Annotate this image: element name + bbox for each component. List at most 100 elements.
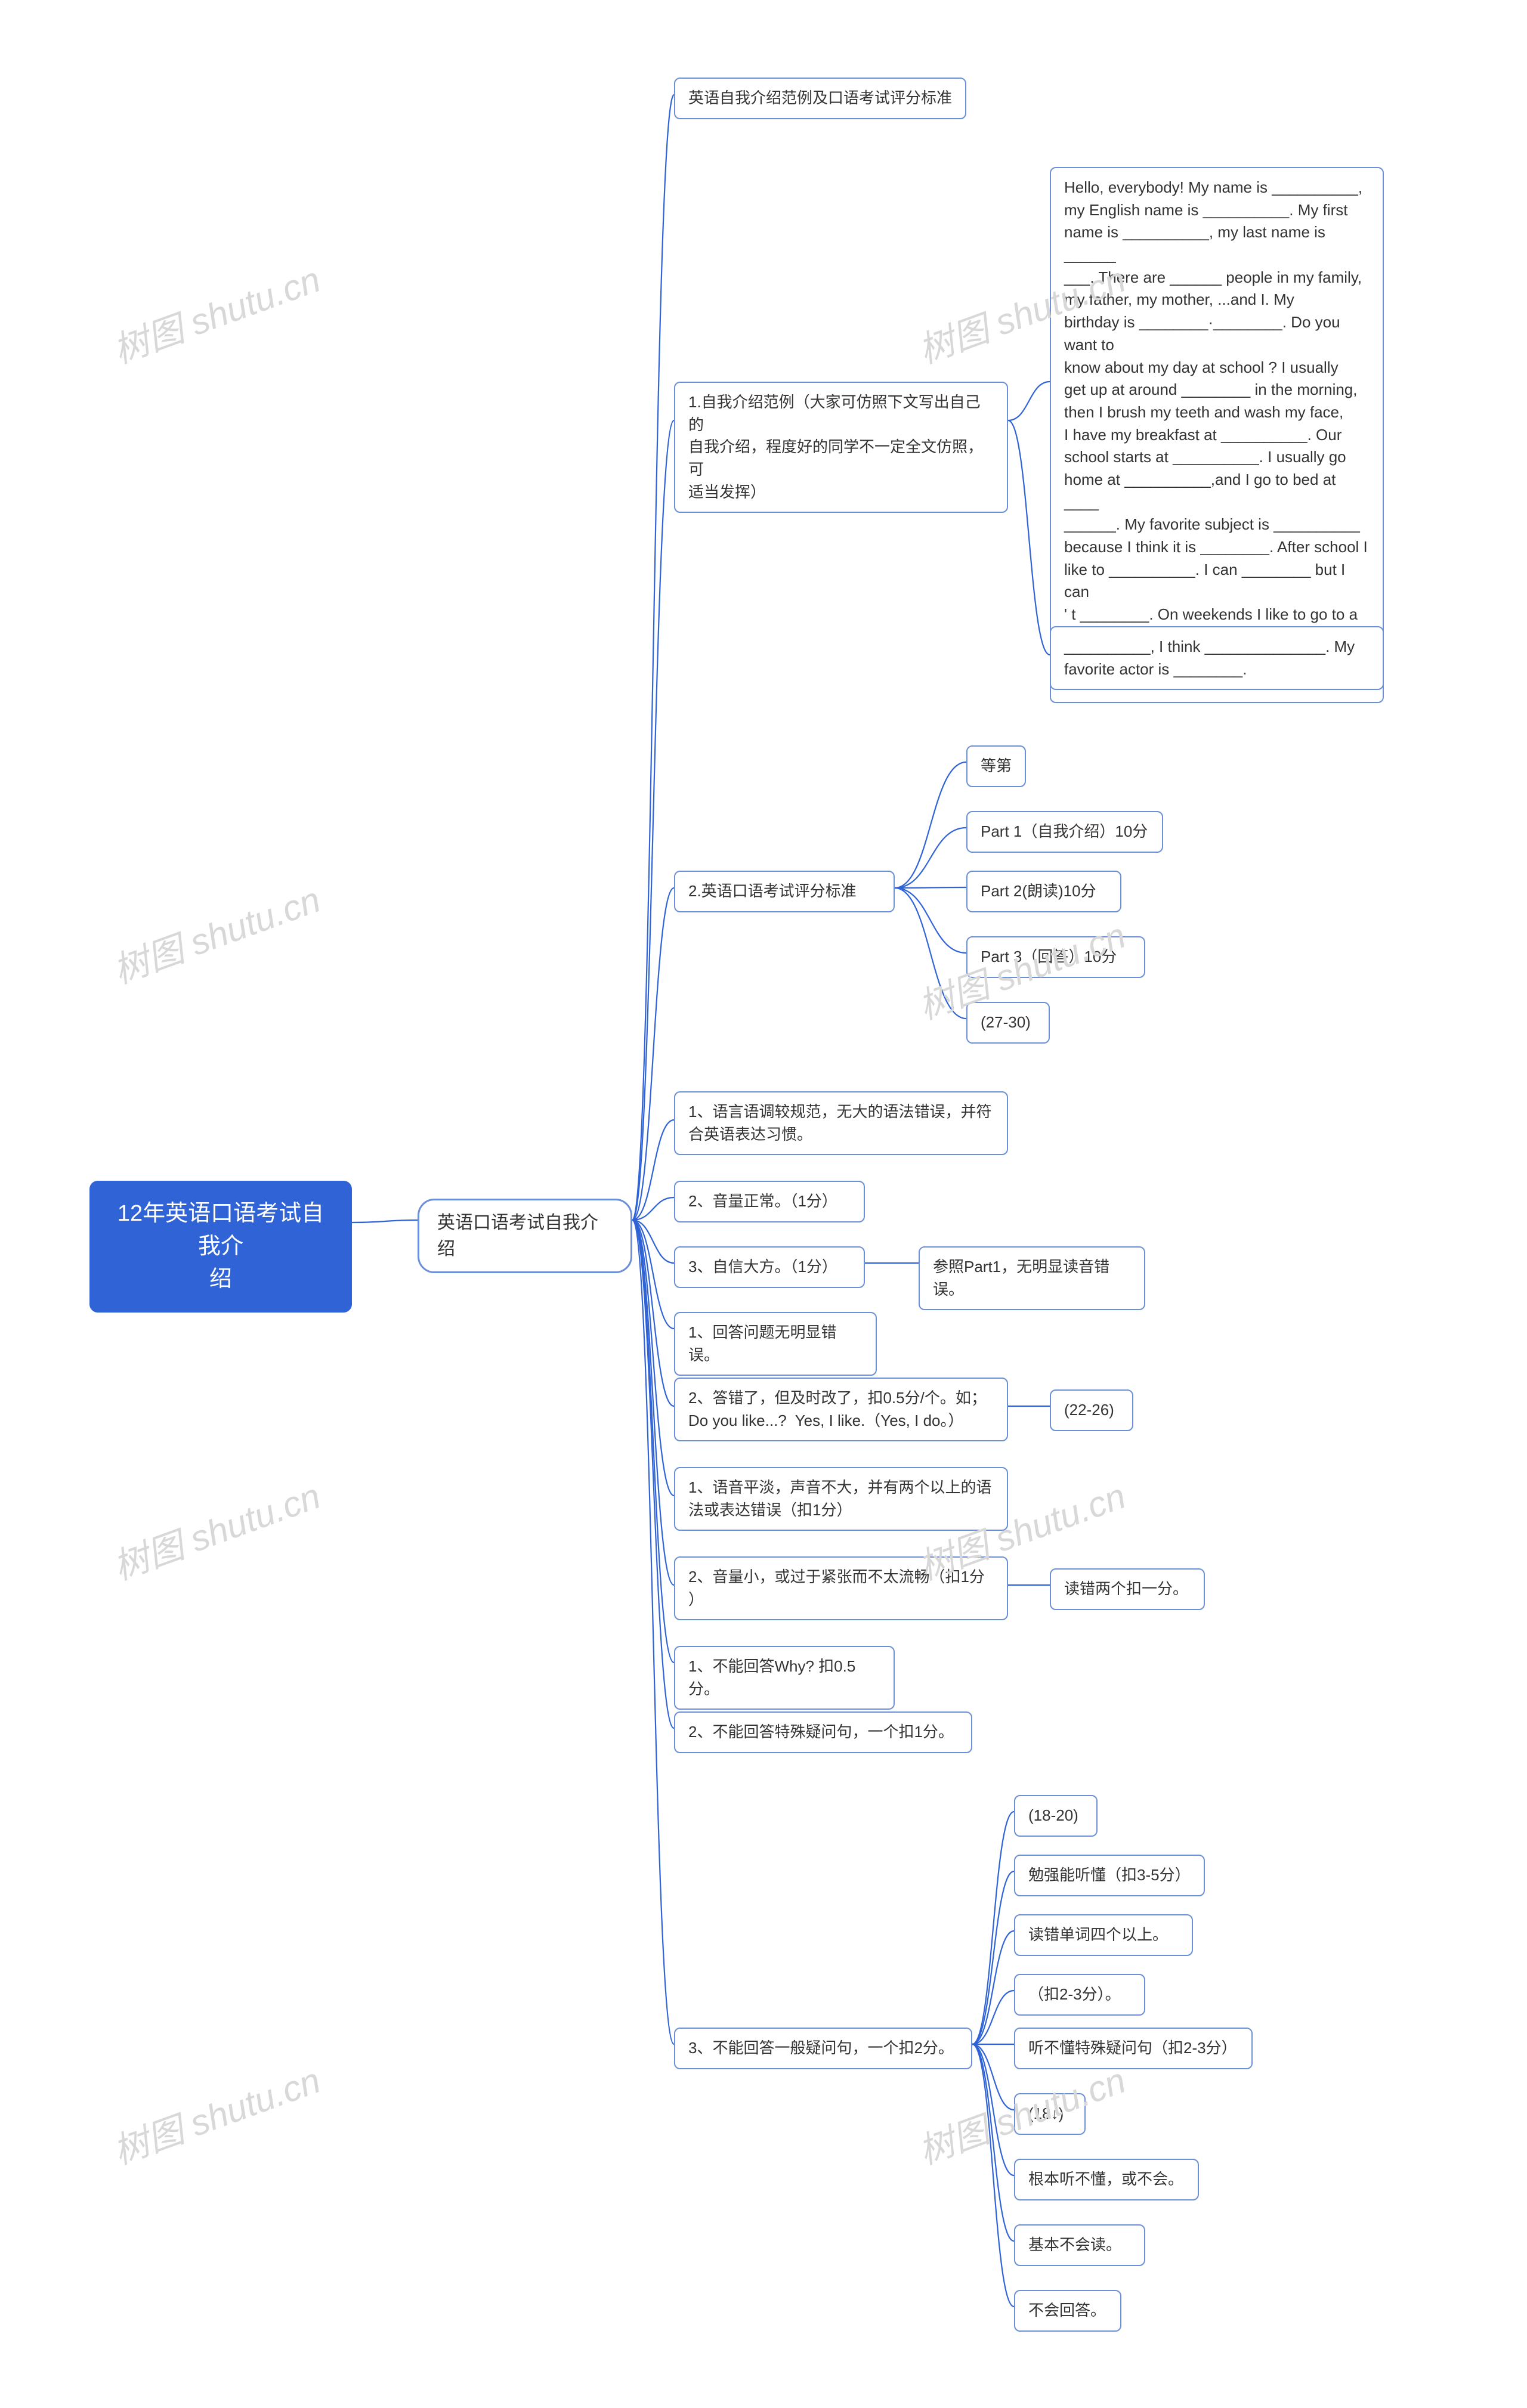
node-text: 参照Part1，无明显读音错误。 [933, 1258, 1109, 1298]
edge [972, 2044, 1014, 2307]
node-text: Part 1（自我介绍）10分 [981, 822, 1148, 840]
node-text: 英语口语考试自我介绍 [437, 1213, 598, 1259]
node-text: 3、不能回答一般疑问句，一个扣2分。 [688, 2039, 954, 2057]
edge [632, 1120, 674, 1220]
watermark: 树图 shutu.cn [105, 250, 326, 373]
edge [972, 2044, 1014, 2110]
node-c3b: Part 1（自我介绍）10分 [966, 811, 1163, 853]
edge [895, 888, 966, 1019]
edge [972, 1871, 1014, 2044]
edge [632, 1220, 674, 1329]
node-c7: 1、回答问题无明显错误。 [674, 1312, 877, 1376]
edge [632, 1220, 674, 1496]
edge [895, 887, 966, 888]
edge [632, 1220, 674, 1728]
node-text: 2.英语口语考试评分标准 [688, 882, 857, 900]
node-text: 3、自信大方。（1分） [688, 1258, 837, 1276]
node-text: (22-26) [1064, 1401, 1114, 1419]
node-c13g: 根本听不懂，或不会。 [1014, 2159, 1199, 2200]
edge [1008, 382, 1050, 420]
node-text: 读错单词四个以上。 [1028, 1926, 1168, 1943]
watermark: 树图 shutu.cn [105, 871, 326, 993]
node-c3e: (27-30) [966, 1002, 1050, 1044]
node-text: 1、语音平淡，声音不大，并有两个以上的语 法或表达错误（扣1分） [688, 1478, 991, 1519]
node-c3a: 等第 [966, 745, 1026, 787]
node-c12: 2、不能回答特殊疑问句，一个扣1分。 [674, 1711, 972, 1753]
node-text: 英语自我介绍范例及口语考试评分标准 [688, 89, 952, 107]
node-text: Part 2(朗读)10分 [981, 882, 1096, 900]
edge [1008, 420, 1050, 655]
node-hub: 英语口语考试自我介绍 [418, 1199, 632, 1273]
node-text: 1、回答问题无明显错误。 [688, 1323, 836, 1364]
node-c13c: 读错单词四个以上。 [1014, 1914, 1193, 1956]
node-text: __________, I think ______________. My f… [1064, 637, 1355, 678]
node-c13i: 不会回答。 [1014, 2290, 1121, 2332]
edge [632, 1220, 674, 1585]
node-text: 根本听不懂，或不会。 [1028, 2170, 1183, 2188]
node-c13h: 基本不会读。 [1014, 2224, 1145, 2266]
edge [632, 1220, 674, 2044]
watermark: 树图 shutu.cn [105, 1467, 326, 1590]
node-c9: 1、语音平淡，声音不大，并有两个以上的语 法或表达错误（扣1分） [674, 1467, 1008, 1531]
watermark: 树图 shutu.cn [105, 2051, 326, 2174]
node-text: 12年英语口语考试自我介 绍 [118, 1201, 324, 1292]
node-c13a: (18-20) [1014, 1795, 1098, 1837]
node-c10a: 读错两个扣一分。 [1050, 1568, 1205, 1610]
node-c2b: __________, I think ______________. My f… [1050, 626, 1384, 690]
node-c2: 1.自我介绍范例（大家可仿照下文写出自己的 自我介绍，程度好的同学不一定全文仿照… [674, 382, 1008, 513]
node-text: (27-30) [981, 1013, 1031, 1031]
node-c13d: （扣2-3分）。 [1014, 1974, 1145, 2016]
node-text: 不会回答。 [1028, 2301, 1106, 2319]
node-text: 听不懂特殊疑问句（扣2-3分） [1028, 2039, 1237, 2057]
node-c5: 2、音量正常。（1分） [674, 1181, 865, 1222]
edge [972, 1812, 1014, 2044]
node-c8a: (22-26) [1050, 1389, 1133, 1431]
node-c13b: 勉强能听懂（扣3-5分） [1014, 1855, 1205, 1896]
edge [895, 888, 966, 953]
node-text: 1.自我介绍范例（大家可仿照下文写出自己的 自我介绍，程度好的同学不一定全文仿照… [688, 393, 983, 501]
node-text: (18↓) [1028, 2104, 1064, 2122]
node-text: 2、不能回答特殊疑问句，一个扣1分。 [688, 1723, 954, 1741]
edge [352, 1220, 418, 1222]
node-text: 勉强能听懂（扣3-5分） [1028, 1866, 1191, 1884]
node-text: 2、答错了，但及时改了，扣0.5分/个。如； Do you like...? Y… [688, 1389, 987, 1429]
edge [972, 1931, 1014, 2044]
node-c6a: 参照Part1，无明显读音错误。 [919, 1246, 1145, 1310]
node-c6: 3、自信大方。（1分） [674, 1246, 865, 1288]
node-root: 12年英语口语考试自我介 绍 [89, 1181, 352, 1313]
edge [972, 2044, 1014, 2241]
edge [632, 1220, 674, 1406]
edge [632, 420, 674, 1220]
node-c3d: Part 3（回答）10分 [966, 936, 1145, 978]
node-c10: 2、音量小，或过于紧张而不太流畅（扣1分 ） [674, 1556, 1008, 1620]
node-c4: 1、语言语调较规范，无大的语法错误，并符 合英语表达习惯。 [674, 1091, 1008, 1155]
node-c3c: Part 2(朗读)10分 [966, 871, 1121, 912]
node-text: 等第 [981, 757, 1012, 775]
edge [895, 762, 966, 888]
edge [632, 95, 674, 1220]
edge [972, 2044, 1014, 2175]
node-c3: 2.英语口语考试评分标准 [674, 871, 895, 912]
node-c2a: Hello, everybody! My name is __________,… [1050, 167, 1384, 703]
edge [632, 1197, 674, 1220]
node-text: 基本不会读。 [1028, 2236, 1121, 2254]
node-text: 2、音量小，或过于紧张而不太流畅（扣1分 ） [688, 1568, 985, 1608]
node-c13e: 听不懂特殊疑问句（扣2-3分） [1014, 2028, 1253, 2069]
node-c13f: (18↓) [1014, 2093, 1086, 2135]
node-text: 读错两个扣一分。 [1064, 1580, 1188, 1598]
node-text: Hello, everybody! My name is __________,… [1064, 178, 1368, 691]
edge [632, 888, 674, 1220]
node-text: （扣2-3分）。 [1028, 1985, 1121, 2003]
node-text: 2、音量正常。（1分） [688, 1192, 837, 1210]
node-c13: 3、不能回答一般疑问句，一个扣2分。 [674, 2028, 972, 2069]
node-c8: 2、答错了，但及时改了，扣0.5分/个。如； Do you like...? Y… [674, 1378, 1008, 1441]
node-c11: 1、不能回答Why? 扣0.5分。 [674, 1646, 895, 1710]
node-text: 1、不能回答Why? 扣0.5分。 [688, 1657, 855, 1698]
node-text: Part 3（回答）10分 [981, 948, 1117, 965]
edge [972, 1991, 1014, 2044]
edge [632, 1220, 674, 1263]
node-text: 1、语言语调较规范，无大的语法错误，并符 合英语表达习惯。 [688, 1103, 991, 1143]
node-c1: 英语自我介绍范例及口语考试评分标准 [674, 78, 966, 119]
node-text: (18-20) [1028, 1806, 1078, 1824]
edge [895, 828, 966, 888]
